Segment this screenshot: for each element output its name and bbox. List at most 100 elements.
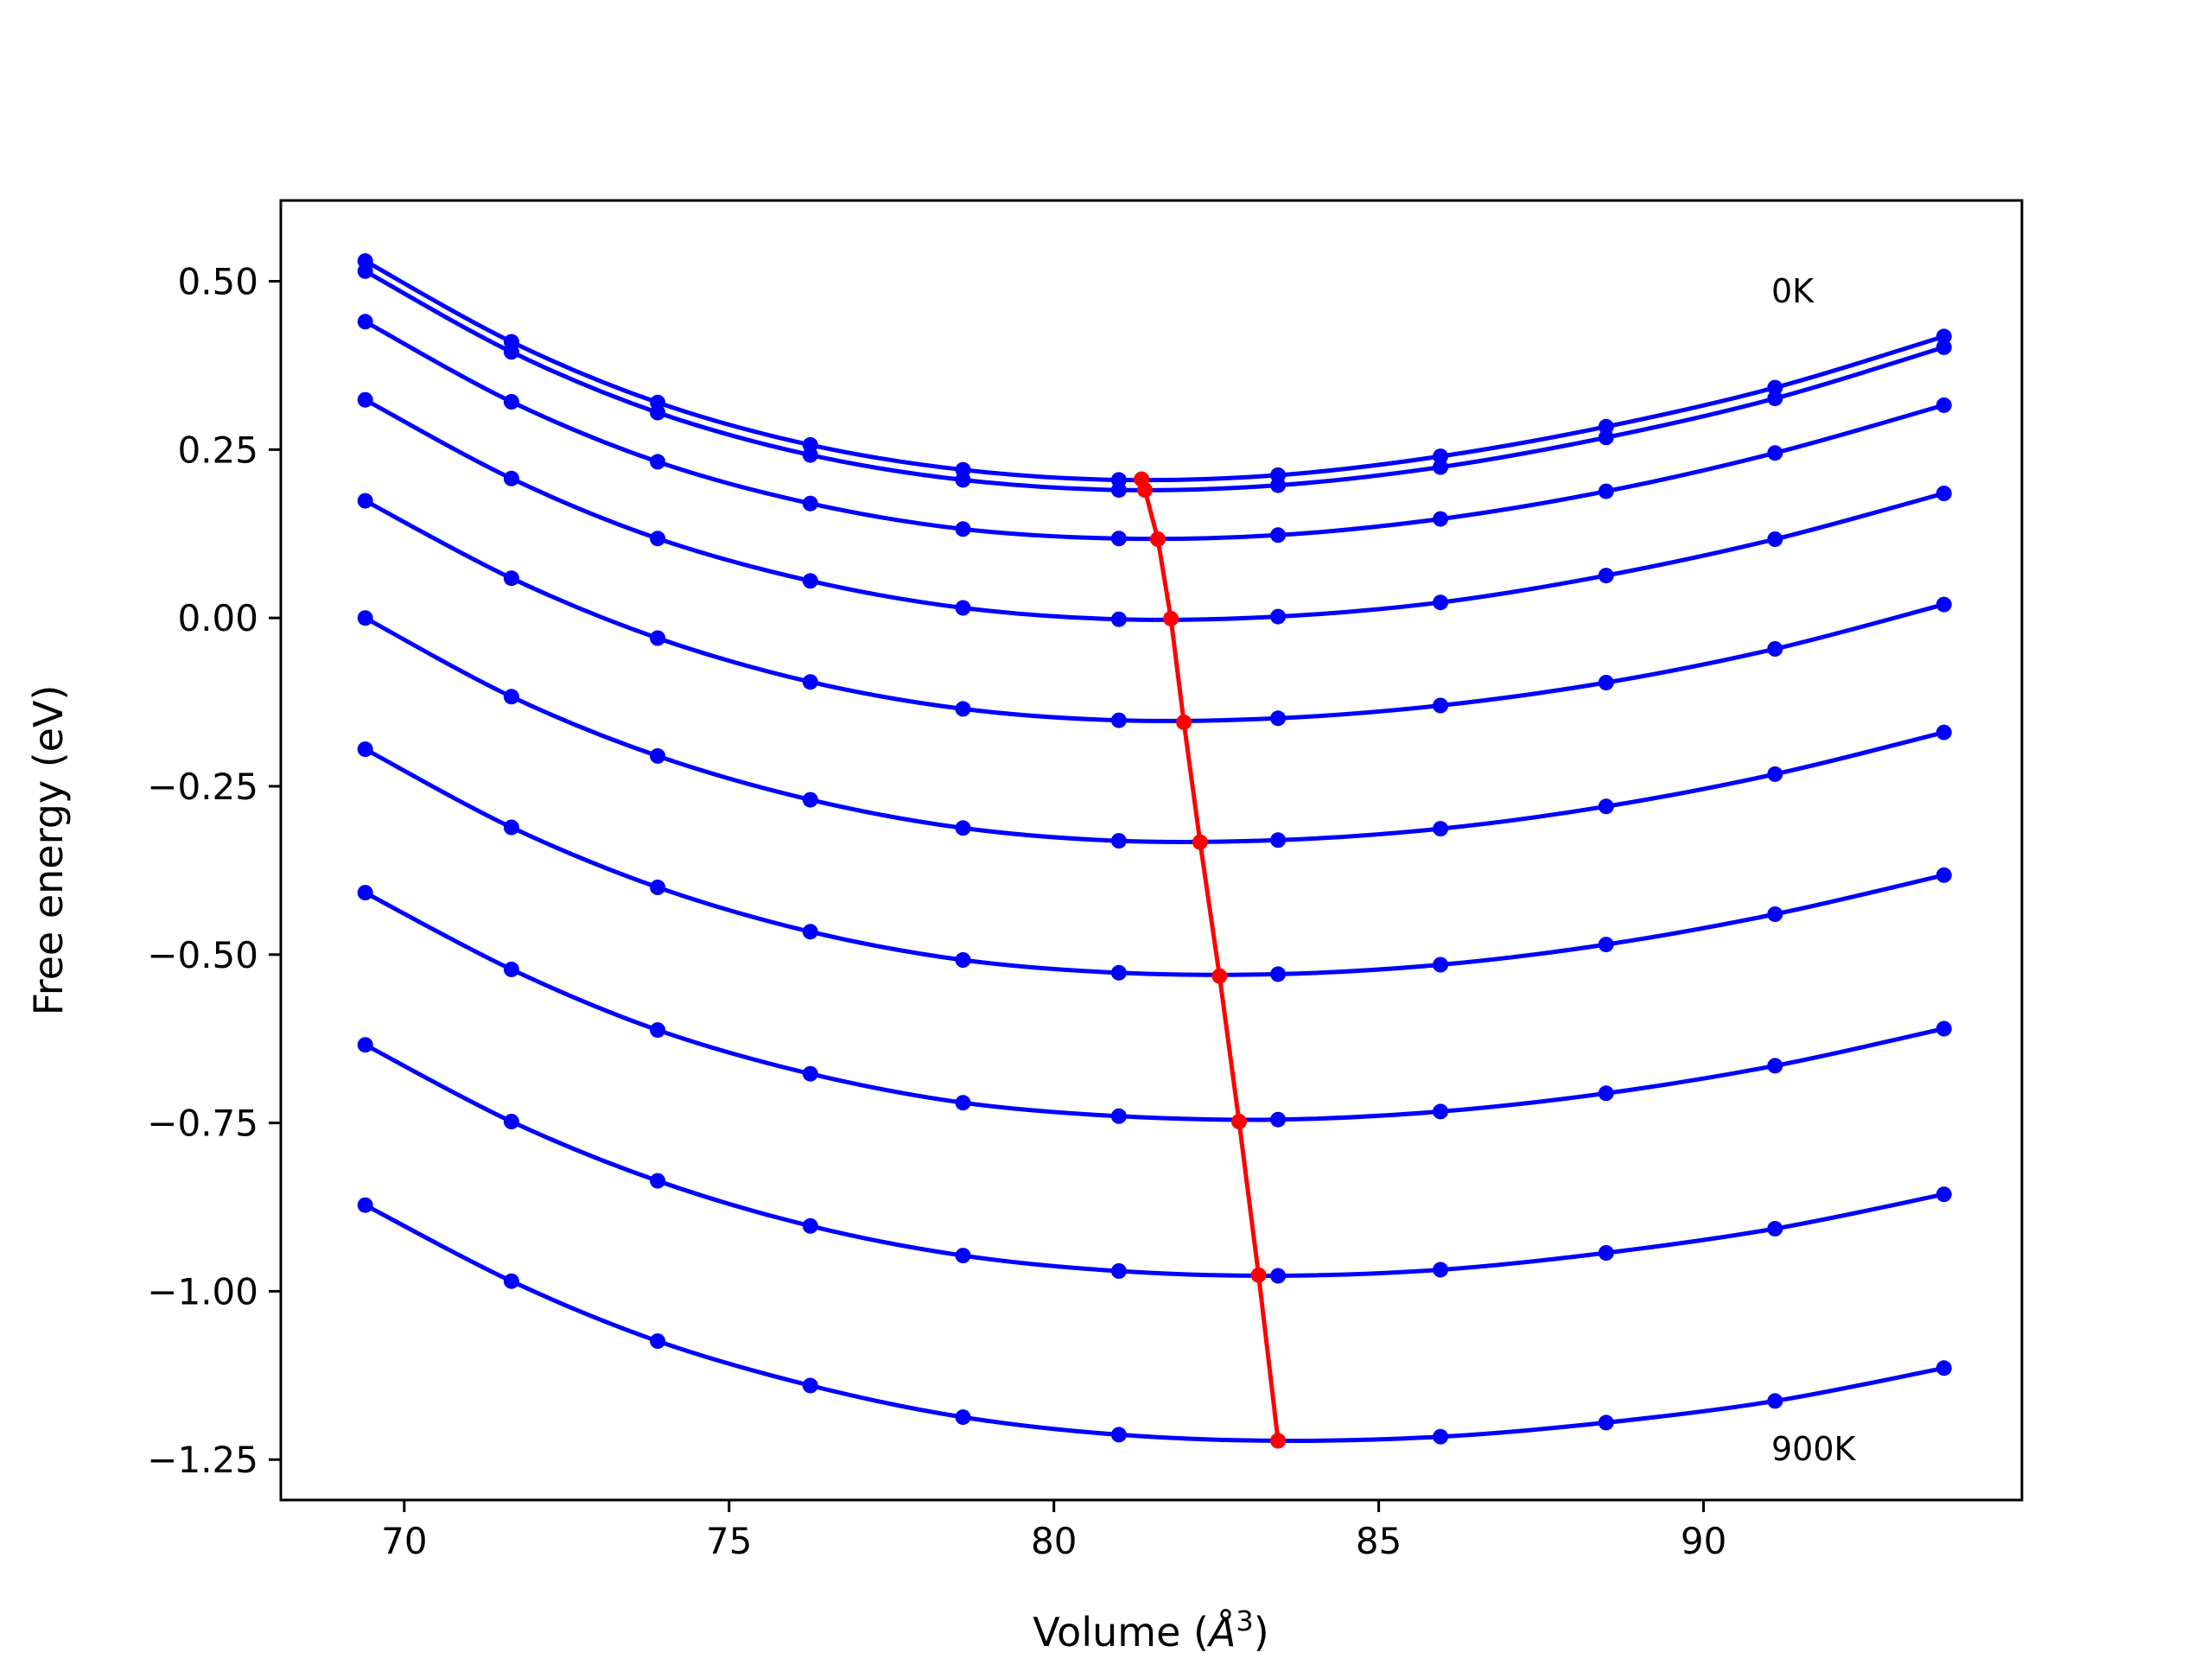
minimum-point-7 [1231,1114,1247,1129]
curve-9-point-3 [802,1377,818,1394]
curve-5-point-0 [357,610,373,626]
curve-5-point-7 [1433,821,1449,837]
curve-8-point-1 [503,1114,519,1129]
curve-7-point-1 [503,961,519,977]
curve-0-point-10 [1936,328,1952,345]
curve-3-point-9 [1767,531,1783,547]
minimum-point-6 [1211,968,1228,984]
curve-9-point-5 [1110,1427,1127,1443]
curve-9-point-9 [1767,1393,1783,1409]
curve-4-point-2 [650,630,666,646]
x-tick-label-4: 90 [1681,1520,1726,1562]
curve-5-point-4 [955,820,971,836]
curve-7-point-10 [1936,1020,1952,1037]
curve-6-point-3 [802,924,818,940]
curve-6-point-9 [1767,906,1783,922]
curve-4-point-7 [1433,697,1449,714]
curve-3-point-8 [1598,568,1614,584]
curve-9-point-2 [650,1333,666,1350]
curve-5-point-3 [802,791,818,808]
curve-2-point-1 [503,394,519,410]
y-tick-label-0: 0.50 [177,261,258,303]
curve-8-point-8 [1598,1245,1614,1261]
curve-0-point-8 [1598,418,1614,435]
curve-2-point-6 [1270,527,1287,543]
curve-2-point-9 [1767,445,1783,461]
curve-2-point-10 [1936,397,1952,413]
curve-3-point-10 [1936,486,1952,501]
minima-line [1139,478,1281,1441]
curve-3-point-3 [802,573,818,589]
curve-5-point-6 [1270,832,1287,849]
curve-6-point-5 [1110,964,1127,981]
curve-6-point-7 [1433,957,1449,973]
curve-2-point-5 [1110,531,1127,547]
y-tick-label-5: −0.75 [147,1103,258,1145]
curve-line-3 [364,397,1945,622]
curve-7-point-5 [1110,1108,1127,1124]
curve-3-point-7 [1433,594,1449,611]
minimum-point-5 [1192,834,1208,850]
curve-1-point-1 [503,344,519,360]
curve-3-point-0 [357,391,373,408]
curve-2-point-2 [650,454,666,470]
x-tick-label-1: 75 [706,1520,752,1562]
curve-7-point-8 [1598,1085,1614,1102]
curve-4-point-9 [1767,641,1783,657]
curve-8-point-7 [1433,1262,1449,1278]
curve-7-point-2 [650,1022,666,1039]
curve-3-point-2 [650,531,666,547]
y-tick-label-2: 0.00 [177,597,258,639]
curve-7-point-3 [802,1065,818,1082]
curve-1-point-8 [1598,429,1614,446]
curve-1-point-3 [802,447,818,463]
curve-6-point-1 [503,819,519,836]
curve-6-point-0 [357,741,373,758]
x-tick-label-3: 85 [1356,1520,1402,1562]
curve-4-point-10 [1936,596,1952,613]
curve-4-point-6 [1270,710,1287,727]
curve-8-point-2 [650,1173,666,1189]
x-axis-label: Volume (Å3) [1033,1605,1268,1656]
curve-1-point-2 [650,404,666,421]
curve-6-point-8 [1598,937,1614,953]
curve-4-point-3 [802,674,818,690]
curve-7-point-4 [955,1095,971,1111]
curve-5-point-8 [1598,798,1614,815]
curve-1-point-6 [1270,477,1287,493]
curve-3-point-5 [1110,611,1127,627]
y-tick-label-4: −0.50 [147,934,258,976]
curve-5-point-5 [1110,833,1127,849]
curve-4-point-8 [1598,675,1614,690]
curve-9-point-4 [955,1409,971,1426]
curve-9-point-8 [1598,1414,1614,1431]
curve-0-point-7 [1433,448,1449,465]
curve-1-point-4 [955,472,971,488]
y-tick-label-3: −0.25 [147,766,258,808]
curve-6-point-6 [1270,966,1287,982]
curve-0-point-9 [1767,379,1783,396]
curve-2-point-3 [802,495,818,512]
curve-1-point-10 [1936,339,1952,355]
curve-line-2 [364,320,1945,542]
curve-4-point-4 [955,701,971,717]
curve-3-point-6 [1270,608,1287,625]
plot-frame [279,199,2024,1502]
curve-4-point-0 [357,493,373,509]
y-tick-label-1: 0.25 [177,429,258,471]
curve-7-point-7 [1433,1103,1449,1120]
x-tick-label-0: 70 [381,1520,427,1562]
y-axis-label: Free energy (eV) [25,685,72,1016]
curve-8-point-9 [1767,1221,1783,1236]
curve-8-point-0 [357,1037,373,1053]
annotation-900k: 900K [1771,1430,1857,1468]
curve-5-point-9 [1767,766,1783,782]
curve-5-point-10 [1936,724,1952,741]
curve-8-point-10 [1936,1186,1952,1203]
curve-3-point-1 [503,470,519,486]
curve-9-point-0 [357,1197,373,1213]
curve-8-point-3 [802,1217,818,1234]
curve-1-point-9 [1767,391,1783,407]
curve-9-point-10 [1936,1360,1952,1376]
minimum-point-9 [1270,1433,1287,1449]
